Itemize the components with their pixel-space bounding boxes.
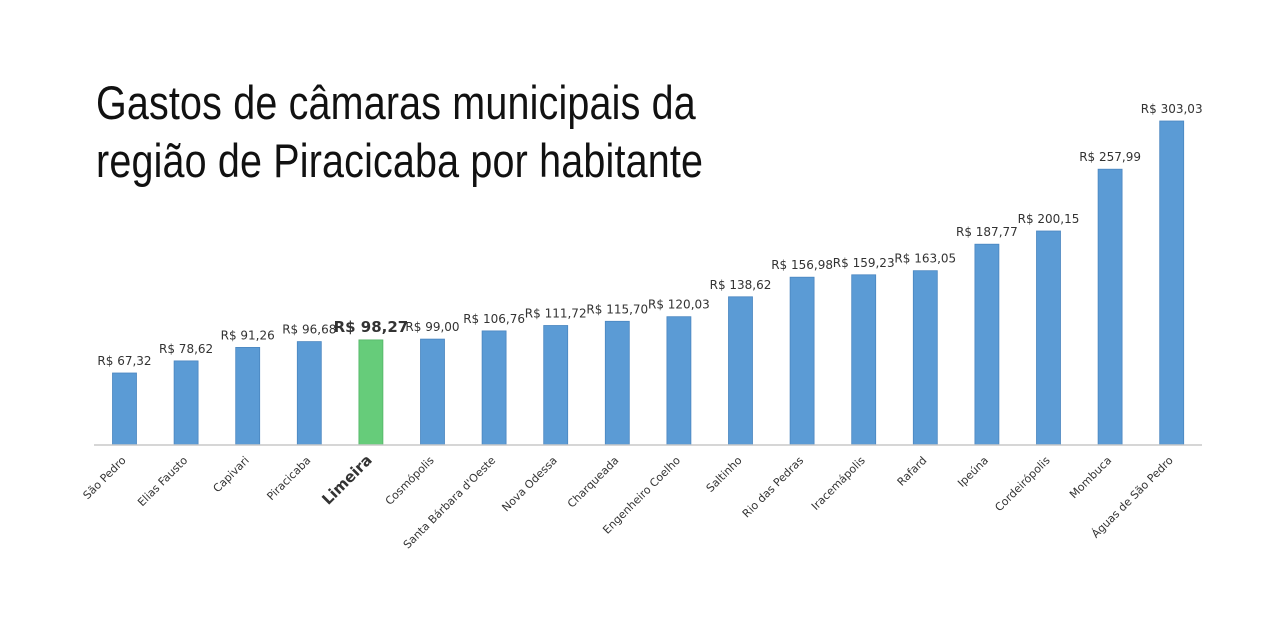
value-label-11: R$ 138,62 [710,278,772,292]
bar-8 [543,325,569,446]
category-label-6: Cosmópolis [383,454,437,508]
category-label-9: Charqueada [565,454,622,511]
bar-12 [789,276,815,446]
chart-title: Gastos de câmaras municipais da região d… [96,74,734,190]
chart-title-line-2: região de Piracicaba por habitante [96,134,704,187]
category-label-3: Capivari [211,454,252,495]
value-labels-group: R$ 67,32 R$ 78,62 R$ 91,26 R$ 96,68R$ 98,27… [97,102,1202,368]
category-label-14: Rafard [895,454,930,489]
category-label-12: Rio das Pedras [740,454,807,521]
category-label-13: Iracemápolis [809,454,868,513]
value-label-12: R$ 156,98 [771,258,833,272]
category-label-2: Elias Fausto [135,454,190,509]
value-label-3: R$ 91,26 [221,328,275,342]
value-label-17: R$ 257,99 [1079,150,1141,164]
bar-7 [481,330,507,446]
bar-11 [728,296,753,446]
value-label-4: R$ 96,68 [282,323,336,337]
value-label-2: R$ 78,62 [159,342,213,356]
bar-10 [666,316,692,446]
value-label-10: R$ 120,03 [648,298,710,312]
value-label-7: R$ 106,76 [463,312,525,326]
value-label-6: R$ 99,00 [405,320,459,334]
bar-17 [1097,168,1123,446]
category-label-15: Ipeúna [955,454,991,490]
value-label-13: R$ 159,23 [833,256,895,270]
chart-title-line-1: Gastos de câmaras municipais da [96,76,696,129]
bar-1 [112,372,137,446]
bar-13 [851,274,877,446]
category-labels-group: São Pedro Elias Fausto Capivari Piracicaba L… [81,451,1176,551]
value-label-1: R$ 67,32 [97,354,151,368]
bar-2 [173,360,199,446]
category-label-1: São Pedro [81,454,129,502]
value-label-5: R$ 98,27 [334,318,409,336]
bar-16 [1036,230,1061,446]
bar-15 [974,243,1000,446]
bar-6 [420,338,445,446]
bars-group [112,120,1185,446]
value-label-14: R$ 163,05 [894,252,956,266]
value-label-9: R$ 115,70 [586,302,648,316]
bar-4 [296,341,322,446]
category-label-5: Limeira [318,451,375,508]
value-label-15: R$ 187,77 [956,225,1018,239]
category-label-4: Piracicaba [264,454,313,503]
value-label-8: R$ 111,72 [525,307,587,321]
category-label-17: Mombuca [1067,454,1114,501]
category-label-11: Saltinho [704,454,745,495]
bar-5 [358,339,384,446]
category-label-16: Cordeirópolis [992,454,1052,514]
value-label-16: R$ 200,15 [1018,212,1080,226]
bar-14 [912,270,938,446]
category-label-8: Nova Odessa [499,454,559,514]
bar-9 [604,320,630,446]
value-label-18: R$ 303,03 [1141,102,1203,116]
bar-3 [235,346,261,446]
bar-18 [1159,120,1185,446]
